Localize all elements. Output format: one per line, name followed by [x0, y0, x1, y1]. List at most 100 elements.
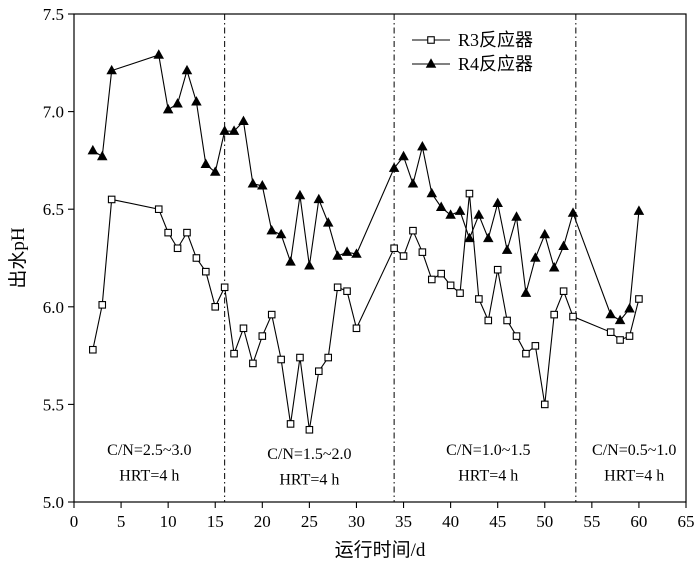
data-point	[305, 425, 314, 434]
data-point	[388, 162, 400, 172]
data-point	[625, 332, 634, 340]
legend-marker	[427, 36, 435, 44]
data-point	[211, 302, 220, 311]
phase-hrt-label: HRT=4 h	[279, 471, 339, 488]
data-point	[530, 252, 541, 262]
data-point	[277, 355, 285, 364]
x-tick-label: 20	[254, 512, 271, 531]
data-point	[540, 400, 549, 409]
data-point	[285, 256, 296, 266]
data-point	[569, 312, 577, 321]
x-tick-label: 60	[630, 512, 647, 531]
series-r3	[89, 189, 643, 434]
x-tick-label: 0	[70, 512, 79, 531]
data-point	[567, 207, 579, 217]
data-point	[230, 349, 238, 358]
data-point	[89, 345, 97, 354]
data-point	[314, 367, 323, 376]
data-point	[258, 332, 267, 340]
data-point	[164, 228, 172, 237]
series-r4	[87, 49, 645, 325]
phase-annotations: C/N=2.5~3.0 HRT=4 h C/N=1.5~2.0 HRT=4 h C/N=…	[107, 442, 676, 488]
data-point	[96, 150, 108, 161]
data-point	[475, 295, 483, 303]
data-point	[483, 232, 494, 243]
data-point	[87, 144, 99, 155]
data-point	[492, 197, 503, 208]
data-point	[219, 125, 230, 135]
data-point	[296, 353, 304, 362]
data-point	[605, 308, 616, 319]
data-point	[304, 260, 315, 270]
data-point	[351, 248, 362, 258]
phase-hrt-label: HRT=4 h	[119, 468, 179, 485]
phase-cn-label: C/N=1.0~1.5	[446, 442, 530, 459]
data-point	[484, 316, 493, 325]
data-point	[238, 115, 249, 126]
data-point	[341, 246, 353, 256]
data-point	[257, 180, 268, 190]
legend-marker	[425, 58, 437, 68]
data-point	[493, 265, 502, 274]
data-point	[417, 141, 428, 151]
data-point	[352, 324, 361, 333]
data-point	[247, 178, 259, 188]
series-line	[92, 54, 640, 322]
data-point	[324, 353, 333, 362]
data-point	[200, 158, 212, 169]
data-point	[220, 283, 229, 292]
axes: 0 5 10 15 20 25 30 35 40 45 50 55 60 65 5.0 5.5 6.0 6.5 7.…	[43, 5, 695, 531]
y-tick-label: 6.5	[43, 200, 64, 219]
data-point	[446, 281, 455, 290]
plot-area	[73, 13, 687, 503]
data-point	[465, 189, 474, 198]
data-point	[435, 201, 447, 211]
data-point	[332, 250, 343, 260]
data-point	[445, 209, 456, 219]
data-point	[409, 226, 417, 235]
y-axis-title: 出水pH	[7, 227, 29, 289]
data-point	[511, 211, 522, 221]
y-tick-label: 6.0	[43, 298, 64, 317]
legend-label: R3反应器	[458, 30, 533, 50]
data-point	[426, 187, 438, 198]
data-point	[539, 228, 551, 239]
data-point	[558, 240, 569, 250]
phase-cn-label: C/N=1.5~2.0	[267, 446, 351, 463]
y-tick-label: 5.5	[43, 395, 64, 414]
data-point	[427, 275, 436, 284]
data-point	[294, 189, 306, 200]
x-tick-label: 25	[301, 512, 318, 531]
data-point	[107, 195, 116, 204]
y-tick-label: 7.5	[43, 5, 64, 24]
data-series	[87, 49, 645, 434]
x-tick-label: 5	[117, 512, 126, 531]
x-axis-title: 运行时间/d	[335, 539, 426, 561]
data-point	[343, 287, 351, 295]
x-tick-label: 55	[583, 512, 600, 531]
y-tick-label: 5.0	[43, 493, 64, 512]
data-point	[614, 314, 626, 325]
x-tick-label: 35	[395, 512, 412, 531]
data-point	[333, 283, 342, 292]
data-point	[464, 232, 475, 243]
data-point	[512, 332, 521, 340]
data-point	[456, 289, 464, 297]
data-point	[183, 228, 191, 237]
x-tick-label: 45	[489, 512, 506, 531]
data-point	[398, 150, 409, 161]
data-point	[606, 328, 615, 336]
data-point	[228, 125, 240, 135]
data-point	[209, 166, 221, 176]
phase-cn-label: C/N=2.5~3.0	[107, 442, 191, 459]
y-tick-label: 7.0	[43, 103, 64, 122]
data-point	[313, 193, 325, 204]
x-tick-label: 10	[160, 512, 177, 531]
data-point	[98, 301, 107, 309]
data-point	[473, 209, 485, 219]
data-point	[267, 310, 276, 319]
data-point	[454, 205, 466, 215]
data-point	[181, 64, 193, 75]
data-point	[503, 316, 511, 325]
